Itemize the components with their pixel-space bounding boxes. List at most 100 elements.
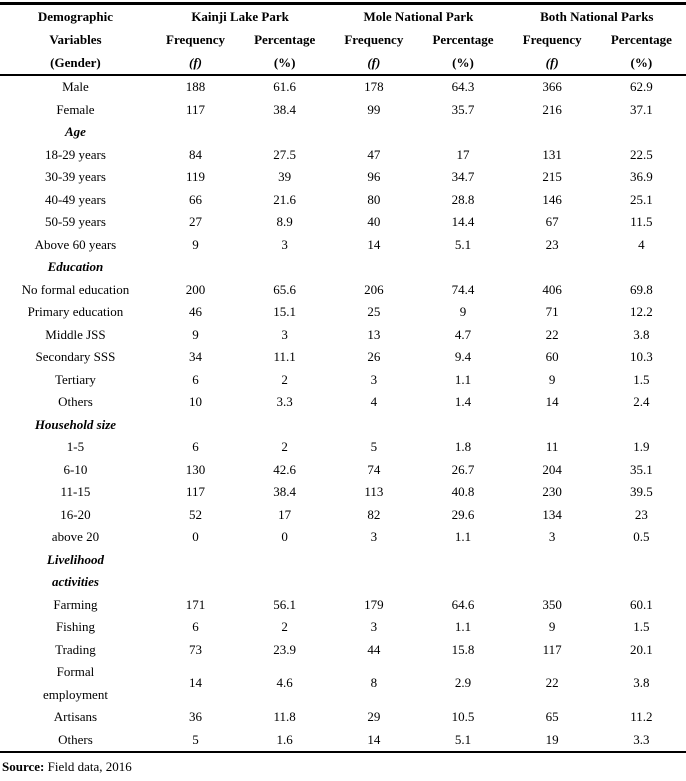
cell-value: 1.1 bbox=[454, 371, 472, 387]
cell-value: 29.6 bbox=[451, 506, 475, 522]
section-label: Education bbox=[47, 259, 104, 274]
cell-value: 3.3 bbox=[276, 394, 293, 409]
cell-value: 178 bbox=[364, 79, 384, 94]
source-label: Source: bbox=[2, 759, 45, 774]
cell-value: 0 bbox=[281, 529, 288, 544]
cell-value: 5 bbox=[370, 439, 378, 454]
cell-value bbox=[329, 414, 418, 437]
cell-value: 3.3 bbox=[633, 731, 650, 747]
cell-value: 14 bbox=[367, 236, 381, 252]
cell-value: 3.8 bbox=[633, 326, 650, 342]
cell-value: 1.9 bbox=[633, 439, 650, 454]
cell-value: 23 bbox=[545, 236, 559, 252]
cell-value: 230 bbox=[542, 484, 562, 499]
cell-value: 5.1 bbox=[454, 731, 472, 747]
cell-value bbox=[329, 256, 418, 279]
cell-value: 29 bbox=[367, 709, 381, 724]
table-row: Trading 73 23.9 44 15.8 117 20.1 bbox=[0, 639, 686, 662]
cell-value: 56.1 bbox=[273, 596, 297, 612]
cell-value: 25 bbox=[367, 304, 381, 319]
cell-value bbox=[151, 414, 240, 437]
cell-value: 3 bbox=[548, 529, 556, 544]
cell-value bbox=[240, 414, 329, 437]
row-label: Tertiary bbox=[54, 371, 96, 387]
cell-value: 200 bbox=[185, 281, 206, 297]
section-label: Age bbox=[64, 124, 86, 139]
cell-value: 146 bbox=[542, 191, 562, 207]
table-row: Above 60 years 9 3 14 5.1 23 4 bbox=[0, 234, 686, 257]
cell-value: 21.6 bbox=[273, 191, 297, 207]
cell-value: 60.1 bbox=[630, 596, 653, 612]
cell-value: 10 bbox=[188, 394, 202, 409]
row-label: Trading bbox=[55, 641, 96, 657]
cell-value: 46 bbox=[188, 304, 202, 319]
table-row: 1-5 6 2 5 1.8 11 1.9 bbox=[0, 436, 686, 459]
row-label: 6-10 bbox=[63, 461, 88, 477]
cell-value: 117 bbox=[185, 484, 205, 499]
col-header-percentage-kainji: Percentage bbox=[254, 32, 316, 47]
cell-value: 19 bbox=[545, 731, 559, 747]
table-row: Others 10 3.3 4 1.4 14 2.4 bbox=[0, 391, 686, 414]
symbol-pct-both: (%) bbox=[630, 55, 653, 70]
cell-value: 11.5 bbox=[630, 214, 653, 229]
cell-value: 67 bbox=[545, 214, 559, 229]
cell-value: 216 bbox=[542, 101, 562, 117]
cell-value: 9.4 bbox=[454, 349, 472, 364]
cell-value: 20.1 bbox=[630, 641, 653, 657]
symbol-pct-kainji: (%) bbox=[273, 55, 296, 70]
cell-value: 2 bbox=[281, 439, 288, 454]
cell-value: 215 bbox=[542, 169, 562, 184]
cell-value: 44 bbox=[367, 641, 381, 657]
table-row: 11-15 117 38.4 113 40.8 230 39.5 bbox=[0, 481, 686, 504]
cell-value: 27 bbox=[188, 214, 202, 229]
row-label: Others bbox=[58, 731, 93, 747]
cell-value: 22.5 bbox=[630, 146, 653, 162]
cell-value bbox=[508, 121, 597, 144]
row-label: Female bbox=[56, 101, 95, 117]
cell-value: 42.6 bbox=[273, 461, 297, 477]
row-label: 1-5 bbox=[66, 439, 85, 454]
table-row: 30-39 years 119 39 96 34.7 215 36.9 bbox=[0, 166, 686, 189]
table-row: 16-20 52 17 82 29.6 134 23 bbox=[0, 504, 686, 527]
row-label: 40-49 years bbox=[44, 191, 106, 207]
section-row: Livelihood activities bbox=[0, 549, 686, 594]
table-row: 40-49 years 66 21.6 80 28.8 146 25.1 bbox=[0, 189, 686, 212]
table-row: 18-29 years 84 27.5 47 17 131 22.5 bbox=[0, 144, 686, 167]
cell-value: 39 bbox=[278, 169, 292, 184]
row-label: Formal employment bbox=[42, 664, 108, 702]
cell-value: 3 bbox=[370, 371, 378, 387]
row-label: 16-20 bbox=[60, 506, 91, 522]
table-row: Farming 171 56.1 179 64.6 350 60.1 bbox=[0, 594, 686, 617]
table-row: Tertiary 6 2 3 1.1 9 1.5 bbox=[0, 369, 686, 392]
cell-value: 37.1 bbox=[630, 101, 653, 117]
cell-value bbox=[151, 256, 240, 279]
cell-value: 10.3 bbox=[630, 349, 653, 364]
cell-value: 25.1 bbox=[630, 191, 653, 207]
section-row: Household size bbox=[0, 414, 686, 437]
cell-value: 14.4 bbox=[451, 214, 475, 229]
cell-value: 366 bbox=[542, 79, 562, 94]
cell-value: 1.1 bbox=[454, 619, 472, 634]
cell-value: 5.1 bbox=[454, 236, 472, 252]
cell-value: 5 bbox=[192, 731, 199, 747]
cell-value bbox=[597, 549, 686, 594]
row-label: Primary education bbox=[27, 304, 124, 319]
cell-value: 2 bbox=[281, 371, 288, 387]
cell-value: 204 bbox=[542, 461, 562, 477]
symbol-f-kainji: (f) bbox=[188, 55, 202, 70]
cell-value: 1.1 bbox=[454, 529, 472, 544]
cell-value: 71 bbox=[545, 304, 559, 319]
cell-value: 9 bbox=[192, 326, 199, 342]
row-label: above 20 bbox=[51, 529, 100, 544]
cell-value: 117 bbox=[542, 641, 562, 657]
cell-value: 38.4 bbox=[273, 484, 297, 499]
cell-value: 60 bbox=[545, 349, 559, 364]
table-header: Demographic Kainji Lake Park Mole Nation… bbox=[0, 4, 686, 75]
cell-value: 2 bbox=[281, 619, 288, 634]
group-header-kainji: Kainji Lake Park bbox=[191, 9, 289, 24]
cell-value: 4 bbox=[370, 394, 378, 409]
cell-value: 17 bbox=[278, 506, 292, 522]
cell-value: 8.9 bbox=[276, 214, 293, 229]
table-row: Female 117 38.4 99 35.7 216 37.1 bbox=[0, 99, 686, 122]
